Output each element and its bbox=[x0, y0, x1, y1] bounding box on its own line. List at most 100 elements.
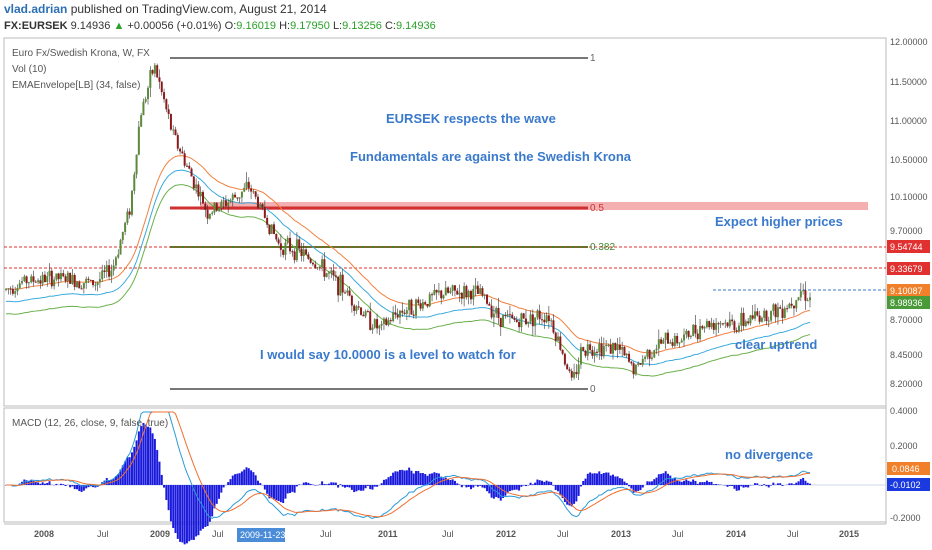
macd-histogram-bar bbox=[105, 478, 108, 485]
macd-histogram-bar bbox=[250, 470, 253, 485]
macd-tick: 0.2000 bbox=[890, 441, 918, 451]
candle-body bbox=[339, 274, 342, 296]
macd-histogram-bar bbox=[701, 482, 704, 485]
macd-histogram-bar bbox=[229, 479, 232, 485]
macd-histogram-bar bbox=[460, 485, 463, 488]
macd-histogram-bar bbox=[392, 472, 395, 485]
macd-histogram-bar bbox=[220, 485, 223, 493]
macd-histogram-bar bbox=[566, 485, 569, 505]
price-tick: 12.00000 bbox=[890, 37, 928, 47]
time-label: Jul bbox=[787, 529, 799, 539]
macd-axis[interactable]: 0.4000 0.2000 -0.2000 bbox=[890, 406, 921, 523]
candle-body bbox=[552, 320, 555, 333]
macd-histogram-bar bbox=[137, 431, 140, 485]
macd-histogram-bar bbox=[563, 485, 566, 502]
candle-body bbox=[231, 194, 234, 200]
macd-histogram-bar bbox=[78, 485, 81, 492]
macd-histogram-bar bbox=[25, 480, 28, 485]
badge-text: 9.54744 bbox=[890, 242, 923, 252]
macd-histogram-bar bbox=[394, 471, 397, 485]
macd-histogram-bar bbox=[472, 485, 475, 488]
macd-histogram-bar bbox=[144, 424, 147, 485]
macd-histogram-bar bbox=[699, 482, 702, 485]
candle-body bbox=[463, 286, 466, 299]
candle-body bbox=[440, 290, 443, 299]
candle-body bbox=[149, 70, 152, 88]
macd-histogram-bar bbox=[737, 485, 740, 491]
macd-histogram-bar bbox=[770, 485, 773, 486]
candle-body bbox=[398, 310, 401, 318]
candle-body bbox=[364, 311, 367, 317]
macd-histogram-bar bbox=[584, 478, 587, 485]
price-axis[interactable]: 12.00000 11.50000 11.00000 10.50000 10.1… bbox=[890, 37, 928, 389]
macd-histogram-bar bbox=[410, 470, 413, 485]
macd-histogram-bar bbox=[712, 484, 715, 485]
candle-body bbox=[293, 251, 296, 261]
candle-body bbox=[776, 307, 779, 318]
candle-body bbox=[437, 290, 440, 293]
candle-body bbox=[392, 312, 395, 322]
macd-histogram-bar bbox=[412, 473, 415, 485]
macd-histogram-bar bbox=[431, 473, 434, 485]
macd-histogram-bar bbox=[46, 482, 49, 485]
candle-body bbox=[632, 363, 635, 375]
candle-body bbox=[804, 290, 807, 301]
candle-body bbox=[204, 203, 207, 210]
annotation-expect: Expect higher prices bbox=[715, 214, 843, 229]
candle-body bbox=[80, 288, 83, 290]
symbol: FX:EURSEK bbox=[4, 20, 68, 32]
candle-body bbox=[408, 299, 411, 311]
macd-histogram-bar bbox=[284, 485, 287, 499]
fib-label-05: 0.5 bbox=[590, 203, 604, 214]
macd-histogram-bar bbox=[552, 485, 555, 486]
fib-label-0382: 0.382 bbox=[590, 242, 615, 253]
macd-histogram-bar bbox=[442, 478, 445, 485]
candle-body bbox=[685, 330, 688, 335]
macd-histogram-bar bbox=[268, 485, 271, 499]
candle-body bbox=[428, 294, 431, 307]
candle-body bbox=[183, 153, 186, 166]
candle-body bbox=[385, 318, 388, 325]
candlestick-series bbox=[5, 63, 811, 381]
macd-histogram-bar bbox=[557, 485, 560, 492]
author[interactable]: vlad.adrian bbox=[4, 2, 68, 16]
macd-histogram-bar bbox=[270, 485, 273, 498]
candle-body bbox=[389, 320, 392, 322]
macd-indicator bbox=[5, 411, 811, 545]
macd-histogram-bar bbox=[747, 485, 750, 488]
candle-body bbox=[621, 347, 624, 350]
macd-histogram-bar bbox=[263, 485, 266, 490]
macd-histogram-bar bbox=[133, 446, 136, 485]
candle-body bbox=[582, 347, 585, 351]
macd-histogram-bar bbox=[353, 485, 356, 493]
macd-histogram-bar bbox=[524, 485, 527, 487]
candle-body bbox=[284, 242, 287, 255]
legend-title[interactable]: Euro Fx/Swedish Krona, W, FX bbox=[12, 48, 150, 59]
resistance-zone[interactable] bbox=[200, 202, 868, 210]
macd-histogram-bar bbox=[648, 481, 651, 485]
time-axis[interactable]: 2008 Jul 2009 Jul Jul 2011 Jul 2012 Jul … bbox=[34, 529, 859, 539]
legend-ema[interactable]: EMAEnvelope[LB] (34, false) bbox=[12, 80, 141, 91]
time-label: 2013 bbox=[611, 529, 631, 539]
candle-body bbox=[607, 344, 610, 346]
macd-histogram-bar bbox=[39, 483, 42, 485]
macd-histogram-bar bbox=[371, 485, 374, 490]
macd-histogram-bar bbox=[92, 485, 95, 488]
macd-histogram-bar bbox=[307, 482, 310, 485]
badge-lower-band bbox=[887, 296, 930, 309]
candle-body bbox=[142, 101, 145, 116]
macd-histogram-bar bbox=[444, 477, 447, 485]
candle-body bbox=[201, 191, 204, 204]
legend-macd[interactable]: MACD (12, 26, close, 9, false, true) bbox=[12, 418, 169, 429]
candle-body bbox=[433, 289, 436, 295]
candle-body bbox=[458, 292, 461, 295]
macd-histogram-bar bbox=[570, 485, 573, 507]
candle-body bbox=[646, 349, 649, 357]
legend-vol[interactable]: Vol (10) bbox=[12, 64, 47, 75]
candle-body bbox=[534, 317, 537, 327]
macd-histogram-bar bbox=[717, 484, 720, 485]
candle-body bbox=[660, 339, 663, 344]
candle-body bbox=[419, 303, 422, 309]
macd-histogram-bar bbox=[62, 484, 65, 485]
